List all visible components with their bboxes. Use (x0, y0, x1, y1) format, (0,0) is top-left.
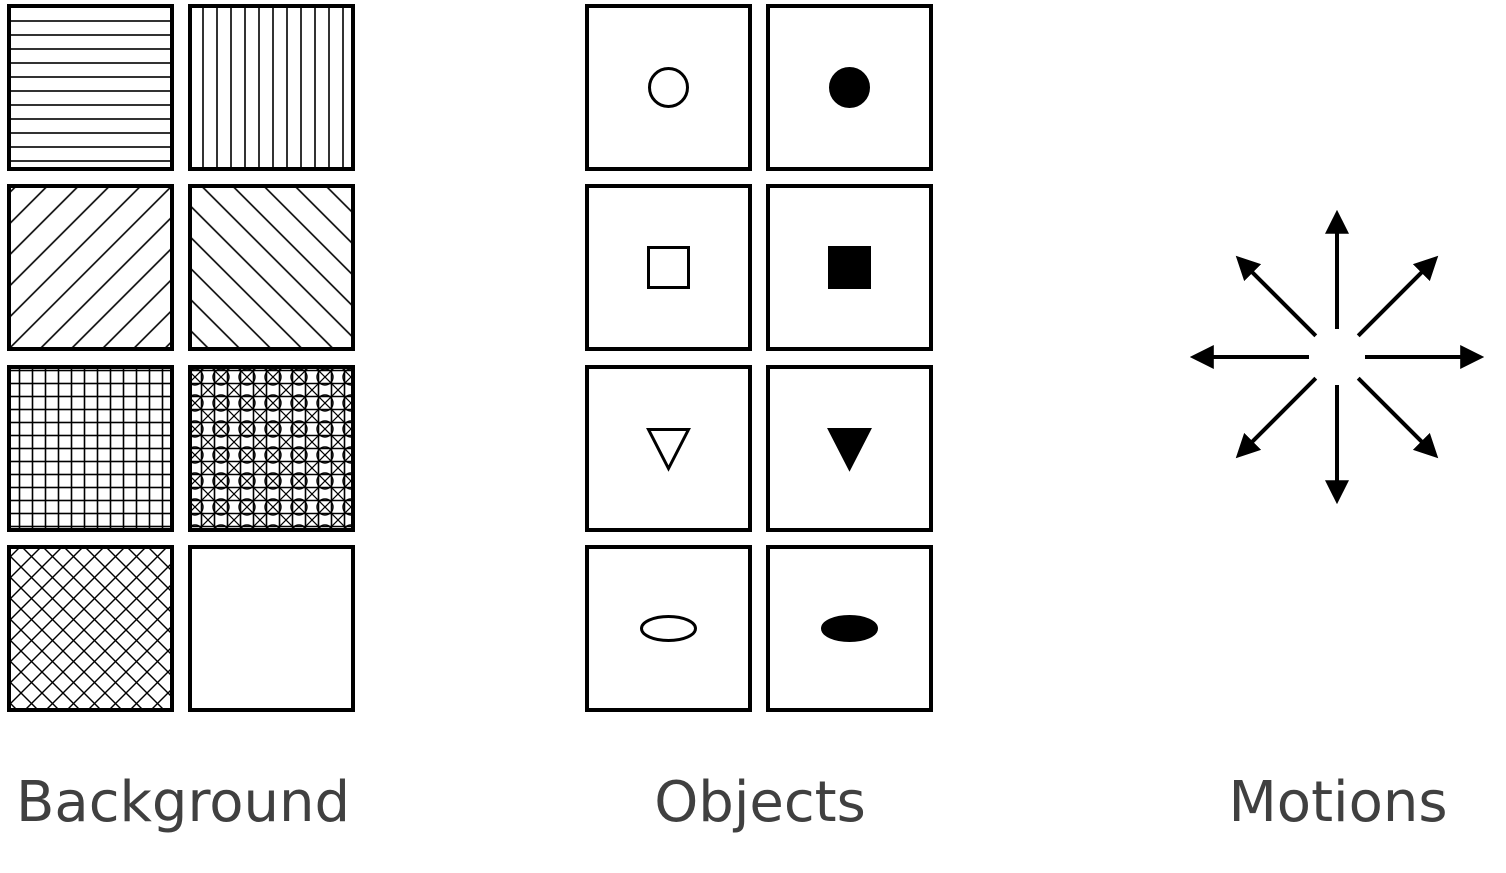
motion-arrow-up-left (1235, 255, 1318, 338)
object-tile-circle-hollow (585, 4, 752, 171)
background-tile-diagonal-lines-down (7, 184, 174, 351)
motion-arrow-down-right (1356, 376, 1439, 459)
object-frame (585, 365, 752, 532)
objects-panel (585, 4, 933, 712)
background-tile-grid (7, 365, 174, 532)
hollow-ellipse-icon (640, 615, 697, 642)
hollow-circle-icon (648, 67, 689, 108)
motions-caption: Motions (1228, 770, 1448, 835)
filled-ellipse-icon (821, 615, 878, 642)
background-tile-diagonal-lines-up (188, 184, 355, 351)
object-tile-square-hollow (585, 184, 752, 351)
filled-triangle-down-icon (827, 428, 872, 472)
object-tile-ellipse-solid (766, 545, 933, 712)
background-tile-vertical-lines (188, 4, 355, 171)
motions-panel (1189, 209, 1485, 505)
object-frame (766, 4, 933, 171)
background-tile-horizontal-lines (7, 4, 174, 171)
object-tile-ellipse-hollow (585, 545, 752, 712)
object-frame (585, 545, 752, 712)
filled-circle-icon (829, 67, 870, 108)
object-frame (585, 184, 752, 351)
background-caption: Background (15, 770, 351, 835)
object-tile-square-solid (766, 184, 933, 351)
background-tile-grid-with-circles (188, 365, 355, 532)
hollow-triangle-down-icon (646, 428, 691, 472)
object-tile-triangle-down-solid (766, 365, 933, 532)
objects-caption: Objects (654, 770, 866, 835)
background-tile-crosshatch (7, 545, 174, 712)
motion-arrow-down-left (1235, 376, 1318, 459)
motion-arrow-up-right (1356, 255, 1439, 338)
hollow-square-icon (647, 246, 690, 289)
background-panel (7, 4, 355, 712)
filled-square-icon (828, 246, 871, 289)
object-frame (585, 4, 752, 171)
background-tile-blank (188, 545, 355, 712)
object-tile-triangle-down-hollow (585, 365, 752, 532)
object-tile-circle-solid (766, 4, 933, 171)
